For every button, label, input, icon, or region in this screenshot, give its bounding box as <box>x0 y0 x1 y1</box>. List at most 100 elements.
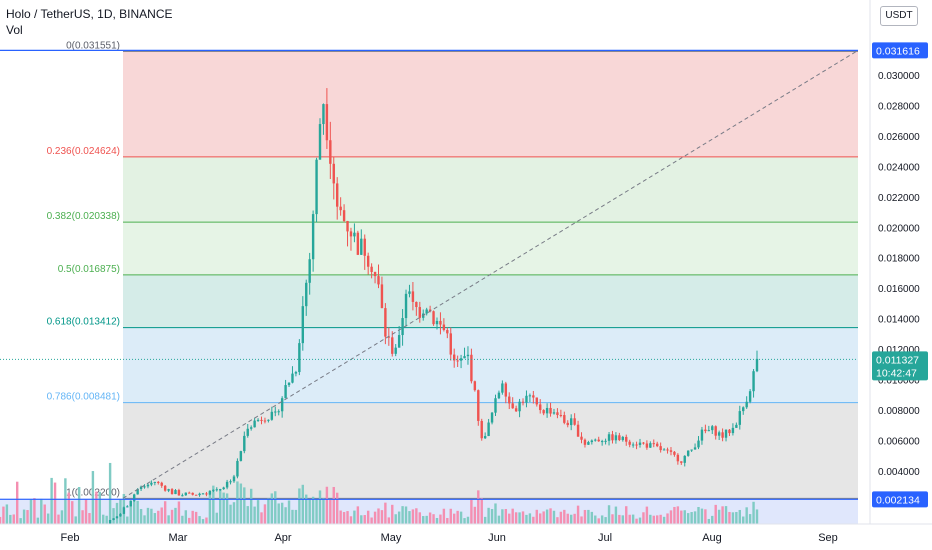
volume-bar <box>408 511 411 524</box>
candle-body <box>346 220 349 232</box>
candle-body <box>301 306 305 344</box>
volume-bar <box>256 500 260 524</box>
currency-button[interactable]: USDT <box>880 6 918 26</box>
candle-body <box>700 429 704 441</box>
volume-bar <box>246 506 249 524</box>
volume-bar <box>191 510 194 524</box>
candle-body <box>397 335 401 348</box>
candle-body <box>150 482 153 485</box>
volume-bar <box>594 515 597 524</box>
volume-bar <box>132 497 136 524</box>
candle-body <box>501 383 504 393</box>
candle-body <box>748 391 752 402</box>
candle-body <box>401 318 404 336</box>
candle-body <box>442 324 446 331</box>
volume-bar <box>690 512 693 524</box>
volume-bar <box>742 516 745 524</box>
volume-bar <box>704 509 707 524</box>
volume-bar <box>422 516 425 524</box>
candle-body <box>122 507 126 514</box>
volume-bar <box>46 513 50 524</box>
volume-bar <box>329 500 332 524</box>
volume-bar <box>755 509 759 524</box>
candle-body <box>418 307 421 318</box>
volume-bar <box>349 516 353 524</box>
volume-bar <box>215 512 218 524</box>
candle-body <box>305 282 308 307</box>
overlay-lines <box>0 49 859 500</box>
candle-body <box>673 451 676 455</box>
candle-body <box>738 411 741 425</box>
volume-bar <box>521 511 525 524</box>
volume-bar <box>308 499 311 524</box>
volume-bar <box>205 517 208 524</box>
volume-bar <box>449 508 452 524</box>
volume-label: Vol <box>6 23 23 37</box>
candle-body <box>260 419 263 421</box>
volume-bar <box>573 513 576 524</box>
volume-bar <box>676 506 680 524</box>
volume-bar <box>686 513 690 524</box>
volume-bar <box>325 486 329 524</box>
volume-bar <box>294 509 298 524</box>
volume-bar <box>480 498 483 524</box>
volume-bar <box>139 508 143 524</box>
volume-bar <box>136 500 139 524</box>
volume-bar <box>67 492 71 524</box>
volume-bar <box>380 510 384 524</box>
fib-band <box>123 274 858 328</box>
volume-bar <box>566 513 569 524</box>
volume-bar <box>50 477 53 524</box>
volume-bar <box>33 498 36 524</box>
volume-bar <box>463 518 466 524</box>
volume-bar <box>683 510 686 524</box>
candle-body <box>267 419 270 421</box>
volume-bar <box>497 515 501 524</box>
candle-body <box>662 449 666 451</box>
volume-bar <box>487 507 490 524</box>
candle-body <box>298 343 301 373</box>
candle-body <box>728 429 731 434</box>
volume-bar <box>666 513 669 524</box>
volume-bar <box>428 512 432 524</box>
volume-bar <box>752 501 755 524</box>
candle-body <box>243 435 246 452</box>
candle-body <box>573 418 576 425</box>
candle-body <box>621 436 625 441</box>
volume-bar <box>597 518 600 524</box>
volume-bar <box>600 515 604 524</box>
candle-body <box>146 484 150 487</box>
candle-body <box>315 159 318 215</box>
volume-bar <box>721 506 724 524</box>
volume-bar <box>188 517 191 524</box>
volume-bar <box>662 516 666 524</box>
volume-bar <box>525 514 528 524</box>
volume-bar <box>473 506 477 524</box>
volume-bar <box>322 498 325 524</box>
fib-level-label: 0.786(0.008481) <box>47 392 120 403</box>
candle-body <box>428 309 432 312</box>
candle-body <box>184 492 188 496</box>
candle-body <box>318 124 322 160</box>
candle-body <box>755 358 759 372</box>
volume-bar <box>470 499 473 524</box>
volume-bar <box>504 508 508 524</box>
volume-bar <box>563 509 566 524</box>
candle-body <box>136 489 139 495</box>
candle-body <box>693 447 697 450</box>
volume-bar <box>160 507 163 524</box>
candle-body <box>597 439 600 442</box>
candle-body <box>336 183 339 207</box>
volume-bar <box>157 510 160 524</box>
candle-body <box>724 429 728 438</box>
price-tick-label: 0.030000 <box>878 71 920 82</box>
volume-bar <box>208 492 212 524</box>
volume-bar <box>466 516 470 524</box>
volume-bar <box>177 501 181 524</box>
candle-body <box>569 418 573 426</box>
volume-bar <box>656 515 659 524</box>
volume-bar <box>652 515 655 524</box>
volume-bar <box>370 517 373 524</box>
candle-body <box>311 214 315 260</box>
